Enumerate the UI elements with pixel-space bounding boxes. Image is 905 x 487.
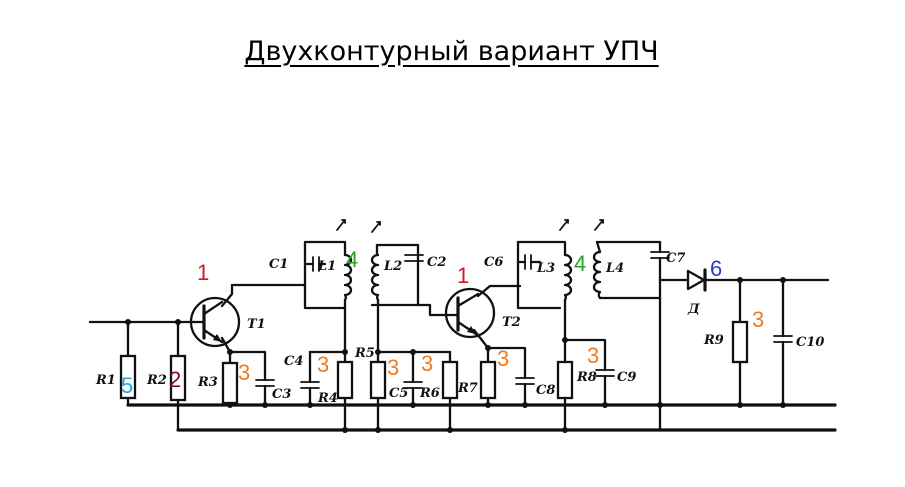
label-c10: C10 <box>796 335 824 350</box>
label-t1: T1 <box>247 317 266 332</box>
label-d: Д <box>687 302 700 317</box>
resistors <box>119 320 749 405</box>
marker-3-r5: 3 <box>387 355 399 380</box>
marker-3-r9: 3 <box>752 307 764 332</box>
label-c4: C4 <box>284 354 303 369</box>
label-r5: R5 <box>354 346 375 361</box>
inductor-l3 <box>563 253 573 302</box>
label-r9: R9 <box>703 333 724 348</box>
diode-d <box>686 268 707 292</box>
marker-1-t2: 1 <box>457 263 469 288</box>
marker-4-l1: 4 <box>346 247 358 272</box>
label-c2: C2 <box>427 255 446 270</box>
label-t2: T2 <box>502 315 521 330</box>
number-markers: 1 1 4 4 5 2 3 3 3 3 3 3 3 6 <box>121 247 764 398</box>
label-l4: L4 <box>605 261 624 276</box>
capacitor-c4 <box>300 381 320 389</box>
label-c3: C3 <box>272 387 291 402</box>
transistor-t1 <box>189 296 241 348</box>
label-c8: C8 <box>536 383 555 398</box>
marker-1-t1: 1 <box>197 260 209 285</box>
transistor-t2 <box>444 287 496 339</box>
resistor-r5 <box>369 360 387 400</box>
marker-3-r6: 3 <box>421 351 433 376</box>
diagram-title: Двухконтурный вариант УПЧ <box>0 36 905 67</box>
capacitor-c1 <box>312 256 320 272</box>
label-r1: R1 <box>95 373 116 388</box>
component-labels: R1 R2 R3 T1 C3 C4 R4 C1 L1 L2 C2 R5 C5 R… <box>95 251 824 406</box>
capacitors <box>255 251 793 389</box>
resistor-r9 <box>731 320 749 364</box>
marker-5-r1: 5 <box>121 373 133 398</box>
marker-3-r4: 3 <box>317 352 329 377</box>
resistor-r1 <box>119 354 137 400</box>
resistor-r6 <box>441 360 459 400</box>
marker-3-c9: 3 <box>587 343 599 368</box>
diagram-title-text: Двухконтурный вариант УПЧ <box>244 36 659 67</box>
resistor-r8 <box>556 360 574 400</box>
label-l2: L2 <box>383 259 402 274</box>
label-c9: C9 <box>617 370 636 385</box>
label-c1: C1 <box>269 257 288 272</box>
label-r4: R4 <box>317 391 338 406</box>
marker-3-c3: 3 <box>238 360 250 385</box>
label-r2: R2 <box>146 373 167 388</box>
inductor-l2 <box>370 253 380 302</box>
label-r3: R3 <box>197 375 218 390</box>
resistor-r4 <box>336 360 354 400</box>
label-c7: C7 <box>666 251 685 266</box>
label-r7: R7 <box>457 381 478 396</box>
capacitor-c5 <box>403 381 423 389</box>
marker-6-diode: 6 <box>710 256 722 281</box>
label-r6: R6 <box>419 386 440 401</box>
inductors <box>336 219 604 302</box>
capacitor-c3 <box>255 379 275 387</box>
capacitor-c6 <box>524 254 532 270</box>
label-c5: C5 <box>389 386 408 401</box>
inductor-l1 <box>343 253 353 302</box>
label-l1: L1 <box>317 259 336 274</box>
capacitor-c10 <box>773 335 793 343</box>
capacitor-c7 <box>650 251 670 259</box>
marker-4-l3: 4 <box>574 251 586 276</box>
label-r8: R8 <box>576 370 597 385</box>
capacitor-c9 <box>595 369 615 377</box>
capacitor-c8 <box>515 377 535 385</box>
marker-3-c8: 3 <box>497 346 509 371</box>
label-c6: C6 <box>484 255 503 270</box>
junctions <box>125 277 786 433</box>
resistor-r2 <box>169 354 187 402</box>
capacitor-c2 <box>404 254 424 262</box>
resistor-r3 <box>221 361 239 405</box>
label-l3: L3 <box>536 261 555 276</box>
marker-2-r2: 2 <box>169 367 181 392</box>
resistor-r7 <box>479 360 497 400</box>
inductor-l4 <box>592 250 602 300</box>
